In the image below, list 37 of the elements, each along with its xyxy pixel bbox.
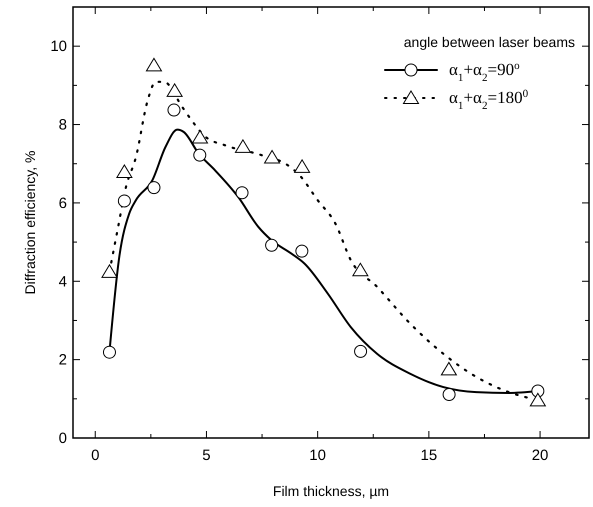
point [147, 181, 160, 194]
x-tick-label: 20 [532, 447, 548, 464]
point [442, 388, 456, 402]
point [193, 148, 206, 162]
point [236, 186, 249, 200]
y-tick-label: 10 [50, 38, 67, 56]
point [118, 194, 131, 208]
y-tick-label: 2 [58, 352, 67, 369]
point [440, 362, 457, 376]
y-tick-label: 8 [58, 116, 67, 134]
x-axis-title: Film thickness, µm [272, 483, 390, 499]
point [354, 344, 368, 358]
point [116, 164, 132, 178]
y-tick-label: 4 [58, 273, 67, 290]
point [264, 150, 280, 164]
y-tick-label: 6 [58, 194, 67, 212]
point [101, 264, 118, 278]
point [234, 139, 251, 153]
x-tick-label: 0 [91, 447, 100, 464]
legend-label: α$_{1}$+α$_{2}$=90$^{o}$ [449, 60, 520, 84]
x-tick-label: 15 [420, 447, 438, 464]
point [294, 159, 310, 173]
y-axis-title: Diffraction efficiency, % [22, 150, 38, 294]
legend-title: angle between laser beams [404, 34, 575, 50]
point [167, 104, 180, 117]
point [352, 262, 368, 276]
point [166, 83, 183, 97]
point [102, 346, 116, 359]
point [146, 58, 162, 72]
x-tick-label: 10 [309, 447, 326, 464]
point [265, 238, 278, 252]
x-tick-label: 5 [202, 447, 211, 464]
point [192, 130, 208, 144]
point [530, 392, 546, 406]
point [295, 244, 308, 258]
y-tick-label: 0 [58, 430, 67, 447]
legend-label: α$_{1}$+α$_{2}$=180$^{0}$ [449, 88, 529, 112]
